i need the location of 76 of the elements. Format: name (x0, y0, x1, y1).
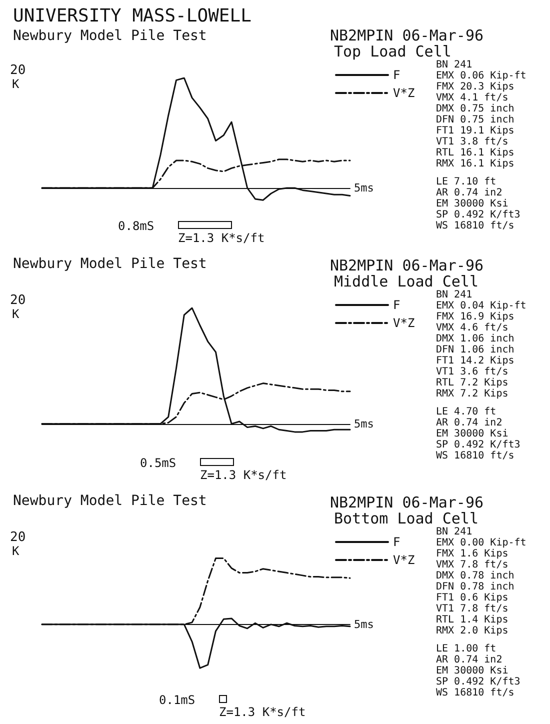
text: Z=1.3 K*s/ft (219, 705, 306, 719)
text: Bottom Load Cell (334, 510, 478, 528)
text: EMX 0.00 Kip-ft (436, 538, 526, 548)
text: RMX 7.2 Kips (436, 388, 508, 400)
x-axis-title: 5ms (354, 618, 374, 631)
text: NB2MPIN 06-Mar-96 (330, 256, 484, 274)
text: FT1 14.2 Kips (436, 356, 514, 366)
text: 0.5mS (140, 456, 176, 470)
text: WS 16810 ft/s (436, 220, 514, 232)
text: Z=1.3 K*s/ft (178, 231, 265, 245)
text: SP 0.492 K/ft3 (436, 676, 520, 688)
text: DMX 1.06 inch (436, 334, 514, 344)
text: FT1 19.1 Kips (436, 126, 514, 136)
text: EMX 0.04 Kip-ft (436, 300, 526, 312)
text: RTL 7.2 Kips (436, 378, 508, 388)
chart-title: UNIVERSITY MASS-LOWELL (13, 6, 252, 26)
text: Z=1.3 K*s/ft (200, 468, 287, 482)
legend-label: F (393, 298, 400, 312)
text: 20 (10, 293, 26, 308)
text: RMX 2.0 Kips (436, 626, 508, 636)
text: SP 0.492 K/ft3 (436, 440, 520, 450)
text: 0.1mS (159, 693, 196, 707)
legend-label: F (393, 535, 400, 549)
text: DMX 0.75 inch (436, 104, 514, 114)
text: SP 0.492 K/ft3 (436, 210, 520, 220)
text: Middle Load Cell (334, 272, 478, 290)
text: VMX 4.1 ft/s (436, 92, 508, 104)
text: WS 16810 ft/s (436, 688, 514, 698)
legend-label: V*Z (393, 86, 415, 100)
x-axis-title: 5ms (354, 182, 374, 194)
text: RTL 1.4 Kips (436, 614, 508, 626)
text: AR 0.74 in2 (436, 418, 502, 428)
text: NB2MPIN 06-Mar-96 (330, 26, 484, 44)
text: EM 30000 Ksi (436, 666, 508, 676)
text: BN 241 (436, 526, 472, 538)
text: VT1 3.6 ft/s (436, 366, 508, 378)
text: VMX 7.8 ft/s (436, 560, 508, 570)
legend-label: V*Z (393, 316, 415, 330)
chart-title: Newbury Model Pile Test (13, 256, 207, 272)
chart-subtitle: Newbury Model Pile Test (13, 28, 207, 44)
legend-label: V*Z (393, 553, 415, 567)
legend-label: F (393, 68, 400, 82)
text: DFN 0.78 inch (436, 582, 514, 592)
y-axis-title: K (12, 77, 20, 91)
y-axis-title: K (12, 544, 20, 558)
text: AR 0.74 in2 (436, 654, 502, 666)
text: DFN 1.06 inch (436, 344, 514, 356)
text: LE 7.10 ft (436, 176, 496, 188)
text: DFN 0.75 inch (436, 114, 514, 126)
text: LE 1.00 ft (436, 644, 496, 654)
text: RMX 16.1 Kips (436, 158, 514, 170)
y-axis-title: K (12, 307, 20, 321)
x-axis-title: 5ms (354, 417, 374, 430)
text: FMX 1.6 Kips (436, 548, 508, 560)
text: AR 0.74 in2 (436, 188, 502, 198)
text: Top Load Cell (334, 42, 452, 60)
text: FMX 20.3 Kips (436, 82, 514, 92)
text: DMX 0.78 inch (436, 570, 514, 582)
text: VT1 3.8 ft/s (436, 136, 508, 148)
text: VMX 4.6 ft/s (436, 322, 508, 334)
text: 20 (10, 530, 26, 545)
text: EMX 0.06 Kip-ft (436, 70, 526, 82)
text: WS 16810 ft/s (436, 450, 514, 462)
text: BN 241 (436, 60, 472, 70)
text: VT1 7.8 ft/s (436, 604, 508, 614)
text: FT1 0.6 Kips (436, 592, 508, 604)
text: EM 30000 Ksi (436, 428, 508, 440)
text: NB2MPIN 06-Mar-96 (330, 494, 484, 512)
text: FMX 16.9 Kips (436, 312, 514, 322)
text: 0.8mS (118, 219, 154, 233)
text: BN 241 (436, 290, 472, 300)
text: LE 4.70 ft (436, 406, 496, 418)
text: 20 (10, 63, 26, 78)
text: RTL 16.1 Kips (436, 148, 514, 158)
text: EM 30000 Ksi (436, 198, 508, 210)
chart-title: Newbury Model Pile Test (13, 493, 207, 509)
